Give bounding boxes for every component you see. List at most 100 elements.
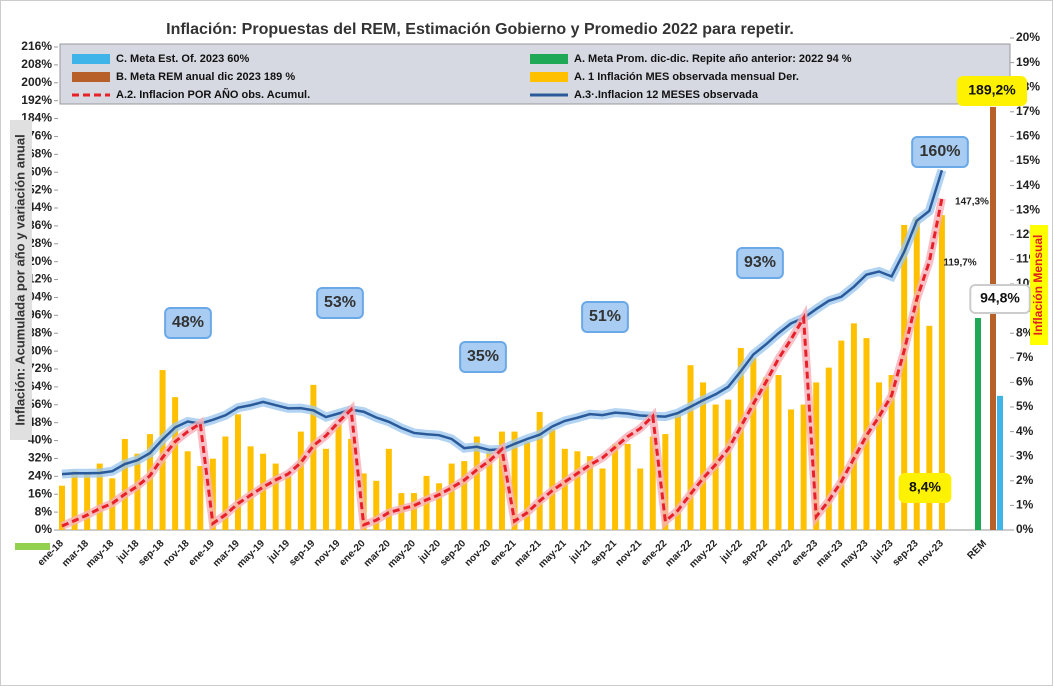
bar [461,461,468,530]
bar [524,441,531,530]
bar [750,357,757,530]
bar [737,347,744,530]
annotation-box [911,136,969,168]
bar [96,463,103,530]
y-tick-label: 8% [35,504,53,518]
y-tick-label: 64% [28,379,52,393]
bar [322,448,329,530]
rem-bar [997,395,1003,530]
bar [498,431,505,530]
y-axis-label: Inflación: Acumulada por año y variación… [12,134,27,425]
annotation: 48% [172,314,204,331]
bar [624,443,631,530]
legend-swatch [530,54,568,64]
bar [901,224,908,530]
bar [184,451,191,530]
annotation: 94,8% [980,290,1020,306]
bar [926,325,933,530]
bar [146,434,153,530]
annotation: 160% [920,143,961,160]
bar [876,382,883,530]
y2-tick-label: 1% [1016,498,1034,512]
bar [134,453,141,530]
annotation: 53% [324,294,356,311]
y2-tick-label: 0% [1016,522,1034,536]
bar [674,414,681,530]
bar [410,493,417,530]
bar [159,370,166,530]
bar [260,453,267,530]
legend-label: A.3·.Inflacion 12 MESES observada [574,89,759,101]
y-tick-label: 216% [21,39,52,53]
annotation-box [164,307,212,339]
bar [725,399,732,530]
legend-label: C. Meta Est. Of. 2023 60% [116,53,249,65]
bar [373,480,380,530]
bar [850,323,857,530]
y2-tick-label: 2% [1016,473,1034,487]
y-tick-label: 32% [28,451,52,465]
rem-bar [990,106,996,530]
bar [272,463,279,530]
bar [775,375,782,530]
y-tick-label: 96% [28,308,52,322]
bar [612,443,619,530]
bar [172,397,179,530]
bar [121,438,128,530]
y2-tick-label: 4% [1016,424,1034,438]
y2-tick-label: 3% [1016,448,1034,462]
legend-label: B. Meta REM anual dic 2023 189 % [116,71,295,83]
bar [825,367,832,530]
bar [335,424,342,530]
bar [888,375,895,530]
y2-tick-label: 6% [1016,375,1034,389]
y2-tick-label: 15% [1016,153,1040,167]
bar [938,215,945,530]
bar [385,448,392,530]
annotation: 51% [589,308,621,325]
legend-label: A. Meta Prom. dic-dic. Repite año anteri… [574,53,852,65]
bar [285,475,292,530]
bar [247,446,254,530]
bar [599,468,606,530]
bar [234,414,241,530]
bar [297,431,304,530]
y2-tick-label: 5% [1016,399,1034,413]
y-tick-label: 48% [28,415,52,429]
decoration [15,543,50,550]
bar [800,404,807,530]
y2-tick-label: 17% [1016,104,1040,118]
annotation-box [969,284,1031,314]
bar [561,448,568,530]
annotation-box [459,341,507,373]
y-tick-label: 80% [28,343,52,357]
y2-tick-label: 8% [1016,325,1034,339]
bar [586,456,593,530]
y2-tick-label: 7% [1016,350,1034,364]
y-tick-label: 88% [28,325,52,339]
bar [762,377,769,530]
y-tick-label: 0% [35,522,53,536]
bar [637,468,644,530]
bar [310,384,317,530]
bar [486,451,493,530]
legend-label: A. 1 Inflación MES observada mensual Der… [574,71,799,83]
annotation-box [956,76,1028,106]
bar [71,470,78,530]
bar [788,409,795,530]
annotation: 189,2% [968,82,1016,98]
legend-swatch [72,54,110,64]
y2-tick-label: 13% [1016,202,1040,216]
bar [838,340,845,530]
bar [662,434,669,530]
bar [649,436,656,530]
annotation-box [316,287,364,319]
annotation-box [898,473,952,503]
y2-tick-label: 14% [1016,178,1040,192]
annotation-box [581,301,629,333]
chart-title: Inflación: Propuestas del REM, Estimació… [166,21,794,38]
y-tick-label: 24% [28,469,52,483]
y2-tick-label: 19% [1016,55,1040,69]
